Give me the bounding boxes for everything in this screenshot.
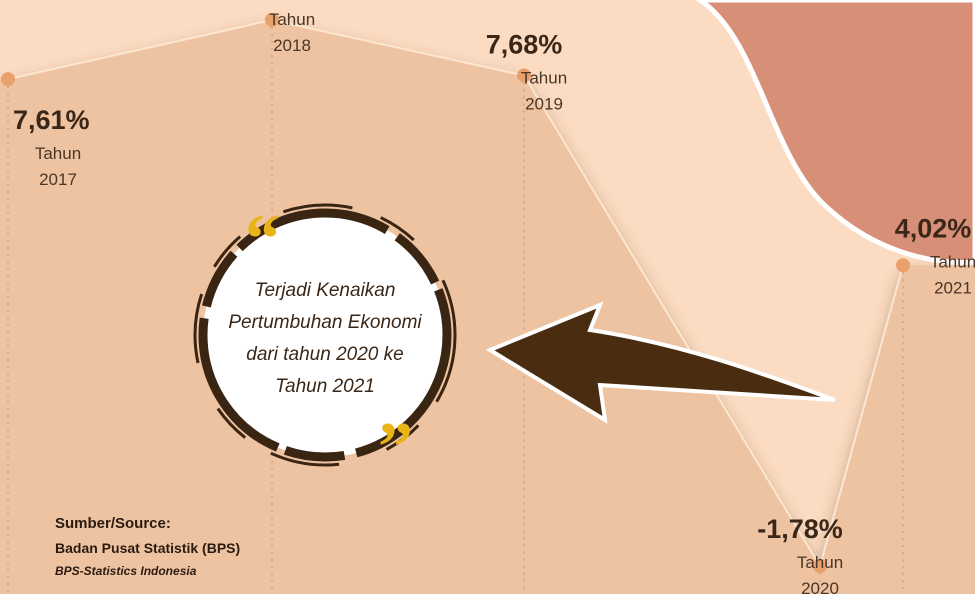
quote-line: Terjadi Kenaikan [255,280,396,301]
point [1,72,15,87]
point [265,13,279,27]
open-quote: “ [245,201,280,278]
point [813,559,827,573]
category-label: Tahun 2021 [930,252,975,297]
arrow [485,301,836,424]
point [896,258,910,273]
category-label: Tahun 2019 [521,68,567,113]
corner-blob [695,0,975,265]
value-label: 4,02% [895,213,972,243]
value-label: -1,78% [757,514,843,544]
quote-circle [198,208,452,462]
quote-line: dari tahun 2020 ke [246,344,403,365]
category-label: Tahun 2020 [797,553,843,594]
quote-scribble [193,203,457,467]
area [0,20,975,594]
source-title: Sumber/Source: [55,515,171,532]
point [517,68,531,83]
category-label: Tahun 2017 [35,144,81,189]
source-en: BPS-Statistics Indonesia [55,564,197,578]
quote-line: Pertumbuhan Ekonomi [228,312,422,333]
source: Badan Pusat Statistik (BPS) [55,540,240,556]
value-label: 8,75% [234,0,311,1]
quote-line: Tahun 2021 [275,376,375,397]
value-label: 7,68% [486,29,563,59]
close-quote: ” [378,409,413,486]
value-label: 7,61% [13,105,90,135]
category-label: Tahun 2018 [269,10,315,55]
